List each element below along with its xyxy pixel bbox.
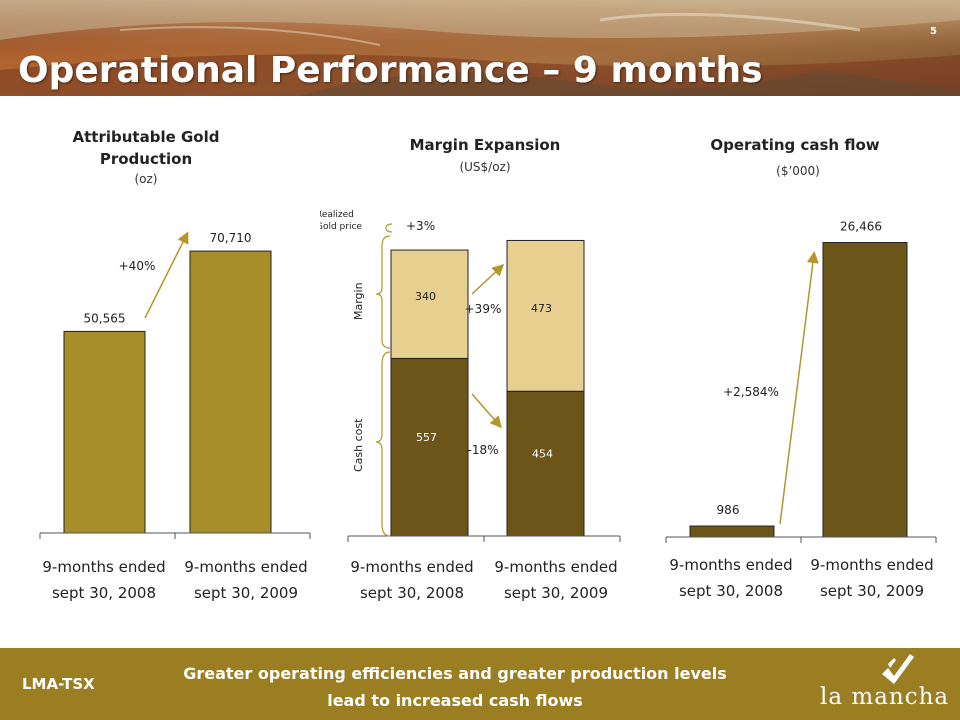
cash-cost-change: -18% — [467, 443, 498, 457]
footer-bar: LMA-TSX Greater operating efficiencies a… — [0, 648, 960, 720]
cash-cost-label-2008: 557 — [416, 431, 437, 444]
category-label-2009-line2: sept 30, 2009 — [504, 584, 608, 602]
bar-2008 — [689, 525, 775, 538]
margin-segment-2008 — [390, 249, 469, 359]
chart-operating-cash-flow: 986 26,466 +2,584% 9-months ended sept 3… — [665, 220, 937, 600]
bar-2009 — [189, 250, 272, 534]
category-label-2008-line2: sept 30, 2008 — [360, 584, 464, 602]
category-label-2009-line2: sept 30, 2009 — [194, 584, 298, 602]
margin-growth-arrow — [471, 263, 505, 295]
value-label-2009: 26,466 — [840, 220, 882, 234]
logo-wordmark: la mancha — [820, 684, 950, 710]
margin-change: +39% — [465, 302, 502, 316]
category-label-2008-line1: 9-months ended — [350, 558, 473, 576]
footer-message-line1: Greater operating efficiencies and great… — [183, 664, 727, 683]
page-number: 5 — [930, 26, 937, 37]
category-label-2008-line2: sept 30, 2008 — [679, 582, 783, 600]
category-label-2009-line1: 9-months ended — [494, 558, 617, 576]
growth-arrow — [144, 231, 189, 319]
value-label-2009: 70,710 — [210, 231, 252, 245]
growth-annotation: +2,584% — [723, 385, 779, 399]
cash-cost-segment-2009 — [506, 390, 585, 537]
chart2-subtitle: (US$/oz) — [459, 160, 511, 174]
margin-label-2008: 340 — [415, 290, 436, 303]
stock-ticker: LMA-TSX — [22, 675, 95, 693]
header-banner: 5 Operational Performance – 9 months — [0, 0, 960, 96]
la-mancha-logo-icon — [882, 654, 914, 684]
cash-cost-brace — [375, 351, 391, 537]
growth-annotation: +40% — [119, 259, 156, 273]
category-label-2008-line2: sept 30, 2008 — [52, 584, 156, 602]
value-label-2008: 986 — [717, 503, 740, 517]
category-label-2009-line2: sept 30, 2009 — [820, 582, 924, 600]
chart-margin-expansion: 557 340 454 473 Realized Gold price Marg… — [320, 210, 621, 602]
bar-2009 — [822, 242, 908, 538]
margin-label-2009: 473 — [531, 302, 552, 315]
growth-arrow — [779, 251, 819, 525]
slide-title: Operational Performance – 9 months — [18, 50, 763, 91]
realized-gold-price-label: Realized Gold price — [320, 210, 362, 232]
value-label-2008: 50,565 — [84, 311, 126, 325]
bar-2008 — [63, 330, 146, 534]
series-label-margin: Margin — [352, 282, 365, 320]
chart2-title: Margin Expansion — [409, 136, 561, 154]
chart3-title: Operating cash flow — [710, 136, 880, 154]
category-label-2008-line1: 9-months ended — [42, 558, 165, 576]
cash-cost-segment-2008 — [390, 357, 469, 537]
chart1-subtitle: (oz) — [134, 172, 158, 186]
footer-message-line2: lead to increased cash flows — [327, 691, 583, 710]
mine-photo-banner — [0, 0, 960, 96]
series-label-cash-cost: Cash cost — [352, 418, 365, 472]
category-label-2009-line1: 9-months ended — [184, 558, 307, 576]
category-label-2008-line1: 9-months ended — [669, 556, 792, 574]
cash-cost-label-2009: 454 — [532, 448, 553, 461]
gold-price-brace — [385, 223, 393, 233]
margin-brace — [375, 235, 391, 349]
margin-segment-2009 — [506, 239, 585, 392]
footer-message: Greater operating efficiencies and great… — [140, 660, 770, 714]
chart1-title: Attributable Gold Production — [72, 128, 220, 168]
chart3-subtitle: ($’000) — [776, 164, 820, 178]
gold-price-change: +3% — [406, 219, 435, 233]
category-label-2009-line1: 9-months ended — [810, 556, 933, 574]
chart-attributable-gold-production: 50,565 70,710 +40% 9-months ended sept 3… — [39, 231, 311, 602]
cash-cost-decline-arrow — [471, 393, 502, 429]
